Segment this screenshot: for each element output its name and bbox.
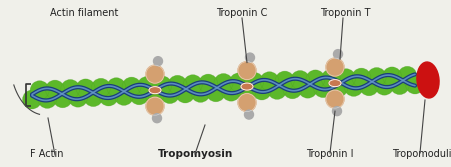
Circle shape [46, 80, 64, 99]
Circle shape [329, 78, 348, 97]
Circle shape [332, 107, 341, 116]
Circle shape [84, 88, 103, 107]
Circle shape [244, 110, 253, 119]
Circle shape [161, 85, 179, 104]
Circle shape [207, 83, 226, 102]
Circle shape [122, 77, 141, 96]
Circle shape [336, 69, 355, 88]
Circle shape [30, 81, 49, 100]
Circle shape [398, 66, 417, 85]
Circle shape [99, 87, 118, 106]
Circle shape [23, 90, 41, 109]
Circle shape [298, 79, 317, 98]
Circle shape [107, 78, 126, 97]
Circle shape [130, 86, 149, 105]
Ellipse shape [149, 87, 161, 94]
Circle shape [267, 80, 287, 99]
Ellipse shape [329, 80, 341, 87]
Circle shape [306, 70, 325, 89]
Circle shape [184, 75, 202, 94]
Circle shape [221, 82, 241, 101]
Circle shape [69, 88, 87, 107]
Circle shape [38, 89, 57, 108]
Circle shape [214, 73, 233, 93]
Circle shape [405, 75, 424, 94]
Circle shape [146, 65, 164, 83]
Text: Tropomyosin: Tropomyosin [157, 149, 233, 159]
Circle shape [229, 73, 249, 92]
Circle shape [390, 76, 409, 95]
Circle shape [244, 72, 264, 91]
Ellipse shape [417, 62, 439, 98]
Circle shape [153, 76, 172, 95]
Text: F Actin: F Actin [30, 149, 64, 159]
Text: Troponin I: Troponin I [306, 149, 354, 159]
Circle shape [352, 68, 371, 87]
Text: Troponin C: Troponin C [216, 8, 268, 18]
Circle shape [53, 89, 72, 108]
Circle shape [176, 84, 195, 103]
Circle shape [61, 79, 80, 99]
Text: Tropomodulin: Tropomodulin [392, 149, 451, 159]
Circle shape [146, 97, 164, 115]
Circle shape [138, 76, 156, 96]
Circle shape [260, 72, 279, 91]
Circle shape [321, 69, 340, 88]
Circle shape [313, 79, 332, 98]
Circle shape [333, 50, 342, 59]
Circle shape [290, 70, 309, 90]
Circle shape [238, 62, 256, 80]
Circle shape [359, 77, 378, 96]
Circle shape [326, 90, 344, 108]
Circle shape [245, 53, 254, 62]
Circle shape [283, 80, 302, 99]
Circle shape [115, 86, 133, 105]
Circle shape [199, 74, 218, 93]
Circle shape [76, 79, 95, 98]
Circle shape [382, 67, 401, 86]
Circle shape [191, 83, 210, 102]
Text: Actin filament: Actin filament [50, 8, 118, 18]
Text: Troponin T: Troponin T [320, 8, 370, 18]
Circle shape [344, 77, 363, 96]
Circle shape [367, 67, 386, 87]
Ellipse shape [241, 83, 253, 90]
Circle shape [237, 82, 256, 101]
Circle shape [326, 58, 344, 76]
Circle shape [168, 75, 187, 94]
Circle shape [238, 94, 256, 112]
Circle shape [275, 71, 295, 90]
Circle shape [252, 81, 272, 100]
Circle shape [153, 57, 162, 66]
Circle shape [152, 114, 161, 123]
Circle shape [375, 76, 394, 95]
Circle shape [92, 78, 110, 97]
Circle shape [145, 85, 164, 104]
